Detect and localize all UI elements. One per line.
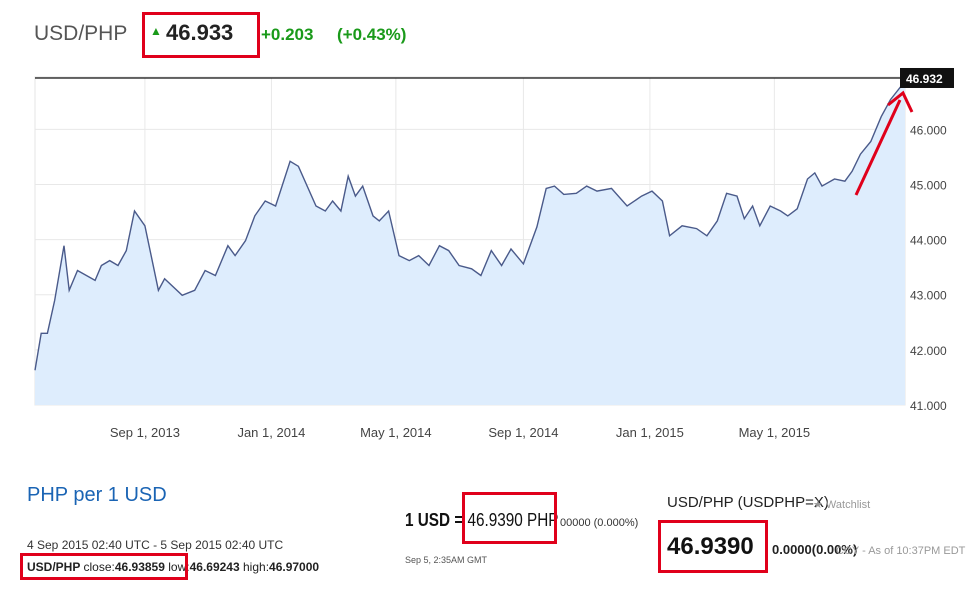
change: 00000 (0.000%) — [560, 517, 639, 529]
x-tick-label: May 1, 2014 — [360, 425, 432, 440]
price: 46.933 — [166, 20, 234, 45]
highlight-box — [20, 553, 188, 580]
x-tick-label: Sep 1, 2014 — [488, 425, 558, 440]
y-tick-label: 43.000 — [910, 289, 947, 303]
annotation-arrow — [854, 90, 914, 196]
high: 46.97000 — [269, 560, 320, 574]
area — [35, 78, 905, 405]
highlight-box — [658, 520, 768, 573]
current-price-box — [900, 67, 954, 88]
label: close: — [83, 560, 115, 574]
y-tick-label: 46.000 — [910, 123, 947, 137]
x-tick-label: Jan 1, 2014 — [237, 425, 305, 440]
x-tick-label: May 1, 2015 — [739, 425, 811, 440]
quote-title: USD/PHP (USDPHP=X) — [667, 494, 829, 511]
pair: USD/PHP — [34, 22, 128, 45]
close: 46.93859 — [114, 560, 165, 574]
y-tick-label: 42.000 — [910, 344, 947, 358]
panel-title: PHP per 1 USD — [27, 484, 167, 506]
summary: USD/PHP close:46.93859 low:46.69243 high… — [27, 560, 319, 574]
y-tick-label: 41.000 — [910, 399, 947, 413]
conversion: 1 USD = 46.9390 PHP — [405, 510, 559, 531]
chart: 41.000 42.000 43.000 44.000 45.000 46.000 Sep … — [34, 67, 954, 440]
y-tick-label: 45.000 — [910, 178, 947, 192]
rate: 46.9390 PHP — [467, 510, 559, 530]
change-pct: (+0.43%) — [337, 25, 407, 44]
label: high: — [243, 560, 270, 574]
change: +0.203 — [261, 25, 314, 44]
quote-price: 46.9390 — [667, 533, 754, 560]
current-price-label: 46.932 — [906, 72, 943, 86]
line — [34, 77, 906, 371]
highlight-box — [462, 492, 557, 544]
up-arrow: ▲ — [150, 24, 162, 38]
watchlist-label[interactable]: Watchlist — [825, 499, 871, 511]
highlight-box — [142, 12, 260, 58]
y-tick-label: 44.000 — [910, 234, 947, 248]
quote-change: 0.0000(0.00%) — [772, 542, 858, 557]
pair: USD/PHP — [27, 560, 81, 574]
low: 46.69243 — [189, 560, 240, 574]
label: low: — [168, 560, 190, 574]
range: 4 Sep 2015 02:40 UTC - 5 Sep 2015 02:40 … — [27, 538, 284, 552]
watchlist[interactable]: ★ Watchlist — [813, 499, 871, 511]
x-tick-label: Jan 1, 2015 — [616, 425, 684, 440]
quote-note: CCY - As of 10:37PM EDT — [836, 545, 966, 557]
prefix: 1 USD = — [405, 510, 468, 530]
time: Sep 5, 2:35AM GMT — [405, 555, 488, 565]
x-tick-label: Sep 1, 2013 — [110, 425, 180, 440]
